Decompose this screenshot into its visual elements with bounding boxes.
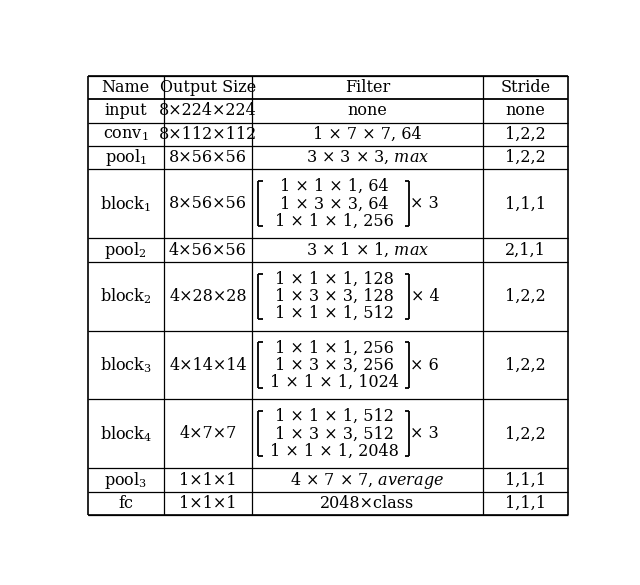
Text: 4×56×56: 4×56×56 (169, 242, 247, 259)
Text: 1,1,1: 1,1,1 (505, 472, 546, 488)
Text: none: none (506, 102, 545, 119)
Text: 1 × 1 × 1, 1024: 1 × 1 × 1, 1024 (270, 374, 399, 391)
Text: block$_{3}$: block$_{3}$ (100, 355, 152, 375)
Text: 2048×class: 2048×class (321, 495, 415, 512)
Text: Name: Name (102, 79, 150, 96)
Text: Stride: Stride (500, 79, 550, 96)
Text: 1×1×1: 1×1×1 (179, 495, 237, 512)
Text: 1 × 7 × 7, 64: 1 × 7 × 7, 64 (313, 126, 422, 143)
Text: fc: fc (118, 495, 133, 512)
Text: Filter: Filter (345, 79, 390, 96)
Text: conv$_{1}$: conv$_{1}$ (103, 126, 148, 143)
Text: 1 × 3 × 3, 256: 1 × 3 × 3, 256 (275, 356, 394, 374)
Text: 1 × 1 × 1, 2048: 1 × 1 × 1, 2048 (270, 443, 399, 460)
Text: none: none (348, 102, 387, 119)
Text: 1 × 1 × 1, 256: 1 × 1 × 1, 256 (275, 212, 394, 229)
Text: 1,2,2: 1,2,2 (505, 425, 546, 442)
Text: × 3: × 3 (410, 425, 439, 442)
Text: Output Size: Output Size (160, 79, 256, 96)
Text: 4 × 7 × 7, $\mathit{average}$: 4 × 7 × 7, $\mathit{average}$ (291, 470, 445, 491)
Text: 8×224×224: 8×224×224 (159, 102, 257, 119)
Text: 3 × 3 × 3, $\mathit{max}$: 3 × 3 × 3, $\mathit{max}$ (306, 149, 429, 166)
Text: 1 × 1 × 1, 512: 1 × 1 × 1, 512 (275, 408, 394, 425)
Text: 4×7×7: 4×7×7 (179, 425, 237, 442)
Text: pool$_{2}$: pool$_{2}$ (104, 239, 147, 260)
Text: 1×1×1: 1×1×1 (179, 472, 237, 488)
Text: 1,2,2: 1,2,2 (505, 356, 546, 374)
Text: block$_{2}$: block$_{2}$ (100, 286, 152, 306)
Text: 4×28×28: 4×28×28 (169, 288, 246, 305)
Text: pool$_{3}$: pool$_{3}$ (104, 470, 147, 491)
Text: input: input (104, 102, 147, 119)
Text: 3 × 1 × 1, $\mathit{max}$: 3 × 1 × 1, $\mathit{max}$ (306, 241, 429, 259)
Text: pool$_{1}$: pool$_{1}$ (104, 147, 147, 168)
Text: 1 × 1 × 1, 128: 1 × 1 × 1, 128 (275, 270, 394, 287)
Text: 4×14×14: 4×14×14 (169, 356, 246, 374)
Text: 1,2,2: 1,2,2 (505, 288, 546, 305)
Text: 1 × 1 × 1, 256: 1 × 1 × 1, 256 (275, 339, 394, 356)
Text: 2,1,1: 2,1,1 (505, 242, 546, 259)
Text: 8×56×56: 8×56×56 (169, 195, 247, 212)
Text: 1 × 3 × 3, 128: 1 × 3 × 3, 128 (275, 288, 394, 305)
Text: 1,2,2: 1,2,2 (505, 149, 546, 166)
Text: 8×56×56: 8×56×56 (169, 149, 247, 166)
Text: 8×112×112: 8×112×112 (159, 126, 257, 143)
Text: × 6: × 6 (410, 356, 439, 374)
Text: block$_{4}$: block$_{4}$ (100, 424, 152, 444)
Text: 1,1,1: 1,1,1 (505, 495, 546, 512)
Text: 1,2,2: 1,2,2 (505, 126, 546, 143)
Text: 1,1,1: 1,1,1 (505, 195, 546, 212)
Text: 1 × 3 × 3, 64: 1 × 3 × 3, 64 (280, 195, 389, 212)
Text: × 3: × 3 (410, 195, 439, 212)
Text: × 4: × 4 (411, 288, 439, 305)
Text: 1 × 3 × 3, 512: 1 × 3 × 3, 512 (275, 425, 394, 442)
Text: 1 × 1 × 1, 512: 1 × 1 × 1, 512 (275, 305, 394, 322)
Text: 1 × 1 × 1, 64: 1 × 1 × 1, 64 (280, 178, 389, 195)
Text: block$_{1}$: block$_{1}$ (100, 194, 152, 214)
